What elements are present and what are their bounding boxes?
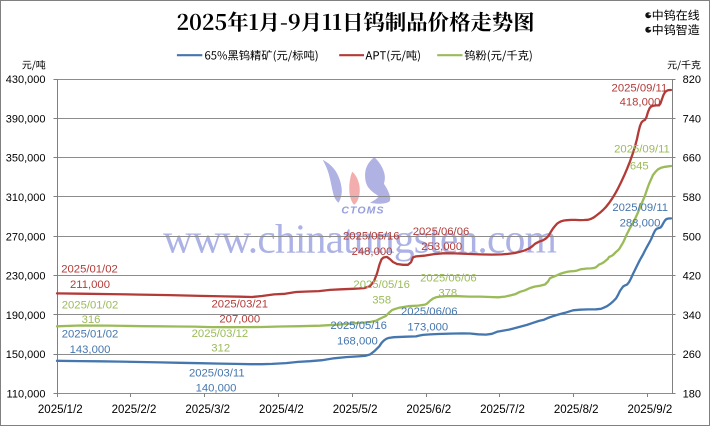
svg-text:2025/01/02: 2025/01/02 [61,264,118,276]
svg-text:248,000: 248,000 [352,246,393,258]
svg-text:2025/06/06: 2025/06/06 [420,272,477,284]
svg-text:211,000: 211,000 [70,279,110,291]
svg-text:150,000: 150,000 [6,349,46,361]
svg-text:2025/03/11: 2025/03/11 [189,368,245,380]
svg-text:2025/8/2: 2025/8/2 [554,404,599,416]
svg-text:190,000: 190,000 [6,310,46,322]
svg-text:140,000: 140,000 [196,382,237,394]
svg-text:2025/05/16: 2025/05/16 [353,279,410,291]
svg-text:500: 500 [683,231,701,243]
svg-text:2025/09/11: 2025/09/11 [612,82,668,94]
svg-text:288,000: 288,000 [620,218,661,230]
svg-text:340: 340 [683,310,701,322]
svg-text:418,000: 418,000 [620,97,661,109]
svg-text:2025/01/02: 2025/01/02 [62,299,119,311]
svg-text:CTOMS: CTOMS [341,205,384,217]
svg-text:740: 740 [683,113,701,125]
svg-text:316: 316 [82,314,101,326]
svg-text:580: 580 [683,192,701,204]
svg-text:110,000: 110,000 [7,389,46,401]
svg-text:2025/05/16: 2025/05/16 [330,320,387,332]
svg-text:2025/3/2: 2025/3/2 [185,404,230,416]
svg-text:2025/03/21: 2025/03/21 [212,299,269,311]
svg-text:207,000: 207,000 [219,313,260,325]
svg-text:660: 660 [683,153,701,165]
svg-text:645: 645 [630,160,649,172]
svg-text:253,000: 253,000 [421,241,462,253]
svg-text:310,000: 310,000 [6,192,46,204]
svg-text:2025/5/2: 2025/5/2 [333,404,378,416]
svg-text:2025/09/11: 2025/09/11 [612,202,668,214]
svg-text:180: 180 [683,389,701,401]
svg-text:350,000: 350,000 [6,153,46,165]
svg-text:2025/7/2: 2025/7/2 [480,404,525,416]
svg-text:173,000: 173,000 [407,321,448,333]
svg-text:2025/06/06: 2025/06/06 [413,226,470,238]
svg-text:2025/9/2: 2025/9/2 [628,404,673,416]
svg-text:420: 420 [683,271,701,283]
svg-text:2025/03/12: 2025/03/12 [192,328,249,340]
svg-text:2025/09/11: 2025/09/11 [614,143,670,155]
svg-text:358: 358 [372,294,391,306]
svg-text:312: 312 [211,343,230,355]
svg-text:2025/1/2: 2025/1/2 [38,404,83,416]
svg-text:260: 260 [683,349,701,361]
svg-text:2025/05/16: 2025/05/16 [343,231,400,243]
svg-text:2025/06/06: 2025/06/06 [401,306,458,318]
svg-text:270,000: 270,000 [6,231,46,243]
svg-text:2025/2/2: 2025/2/2 [112,404,157,416]
svg-text:2025/6/2: 2025/6/2 [406,404,451,416]
svg-text:2025/4/2: 2025/4/2 [259,404,304,416]
svg-text:2025/01/02: 2025/01/02 [62,329,119,341]
svg-text:230,000: 230,000 [6,271,46,283]
svg-text:820: 820 [683,74,701,86]
svg-text:390,000: 390,000 [6,113,46,125]
svg-text:168,000: 168,000 [337,335,378,347]
svg-text:143,000: 143,000 [70,344,111,356]
svg-text:430,000: 430,000 [6,74,46,86]
svg-text:378: 378 [438,288,457,300]
